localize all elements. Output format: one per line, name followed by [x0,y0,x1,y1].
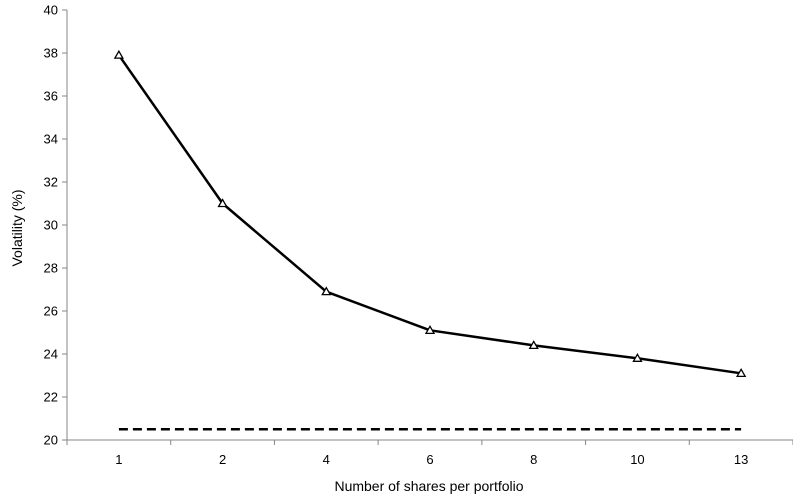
y-tick-label: 28 [44,261,58,276]
x-tick-label: 1 [115,452,122,467]
y-tick-label: 36 [44,89,58,104]
y-tick-label: 22 [44,390,58,405]
y-tick-label: 26 [44,304,58,319]
x-tick-label: 6 [426,452,433,467]
x-tick-label: 10 [630,452,644,467]
data-point-marker [528,340,539,350]
x-tick-label: 13 [734,452,748,467]
y-tick-label: 38 [44,46,58,61]
data-point-marker [424,325,436,335]
data-point-marker [113,49,124,59]
y-axis-title: Volatility (%) [9,189,25,266]
data-point-marker [321,286,332,296]
y-tick-label: 32 [44,175,58,190]
y-tick-label: 34 [44,132,58,147]
x-axis-ticks: 1 2 4 6 8 10 13 [66,440,793,467]
y-axis-ticks: 20 22 24 26 28 30 32 34 36 38 40 [44,3,67,448]
data-point-marker [217,198,228,208]
series-layer [113,49,747,431]
x-tick-label: 2 [219,452,226,467]
y-tick-label: 24 [44,347,58,362]
y-tick-label: 20 [44,433,58,448]
axes [66,10,793,441]
y-tick-label: 30 [44,218,58,233]
x-axis-title: Number of shares per portfolio [334,478,523,494]
data-point-marker [736,368,747,378]
y-tick-label: 40 [44,3,58,18]
x-tick-label: 8 [530,452,537,467]
x-tick-label: 4 [323,452,330,467]
data-point-marker [632,352,643,362]
